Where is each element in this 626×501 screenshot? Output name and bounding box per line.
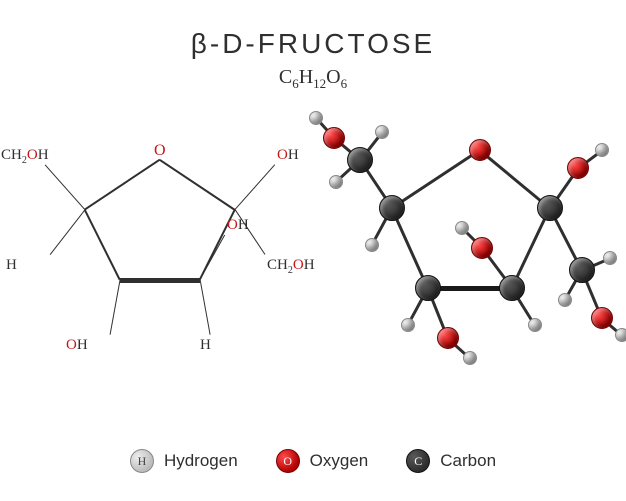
oxygen-atom	[323, 127, 345, 149]
hydrogen-atom	[595, 143, 609, 157]
legend-item-hydrogen: H Hydrogen	[130, 449, 238, 473]
skeletal-bond	[160, 159, 236, 210]
legend: H Hydrogen O Oxygen C Carbon	[0, 449, 626, 473]
hydrogen-atom	[615, 328, 626, 342]
diagram-area: OCH2OHHOHHOHOHCH2OH	[0, 120, 626, 420]
carbon-atom	[569, 257, 595, 283]
carbon-atom	[499, 275, 525, 301]
legend-label: Hydrogen	[164, 451, 238, 471]
skeletal-bond	[235, 165, 276, 211]
hydrogen-atom	[528, 318, 542, 332]
legend-ball-icon: O	[276, 449, 300, 473]
molecular-formula: C6H12O6	[0, 66, 626, 92]
skeletal-bond	[199, 235, 225, 281]
substituent-label: H	[200, 337, 211, 354]
skeletal-bond	[199, 280, 210, 335]
hydrogen-atom	[375, 125, 389, 139]
hydrogen-atom	[455, 221, 469, 235]
ball-stick-model	[320, 120, 610, 380]
hydrogen-atom	[365, 238, 379, 252]
hydrogen-atom	[558, 293, 572, 307]
hydrogen-atom	[309, 111, 323, 125]
legend-ball-icon: C	[406, 449, 430, 473]
carbon-atom	[537, 195, 563, 221]
carbon-atom	[347, 147, 373, 173]
carbon-atom	[379, 195, 405, 221]
legend-item-oxygen: O Oxygen	[276, 449, 369, 473]
substituent-label: OH	[277, 147, 299, 164]
skeletal-bond	[84, 210, 120, 281]
ring-oxygen-label: O	[154, 142, 166, 160]
hydrogen-atom	[603, 251, 617, 265]
hydrogen-atom	[329, 175, 343, 189]
oxygen-atom	[591, 307, 613, 329]
legend-label: Oxygen	[310, 451, 369, 471]
model-bond	[391, 149, 480, 209]
legend-label: Carbon	[440, 451, 496, 471]
substituent-label: H	[6, 257, 17, 274]
oxygen-atom	[469, 139, 491, 161]
oxygen-atom	[437, 327, 459, 349]
skeletal-bond	[109, 280, 120, 335]
skeletal-bond	[120, 278, 200, 283]
compound-title: β-D-FRUCTOSE	[0, 0, 626, 60]
skeletal-bond	[50, 210, 86, 256]
hydrogen-atom	[463, 351, 477, 365]
oxygen-atom	[567, 157, 589, 179]
legend-item-carbon: C Carbon	[406, 449, 496, 473]
hydrogen-atom	[401, 318, 415, 332]
legend-ball-icon: H	[130, 449, 154, 473]
substituent-label: OH	[66, 337, 88, 354]
skeletal-formula: OCH2OHHOHHOHOHCH2OH	[30, 140, 290, 370]
substituent-label: CH2OH	[267, 257, 315, 276]
skeletal-bond	[45, 165, 86, 211]
oxygen-atom	[471, 237, 493, 259]
substituent-label: CH2OH	[1, 147, 49, 166]
carbon-atom	[415, 275, 441, 301]
skeletal-bond	[85, 159, 161, 210]
